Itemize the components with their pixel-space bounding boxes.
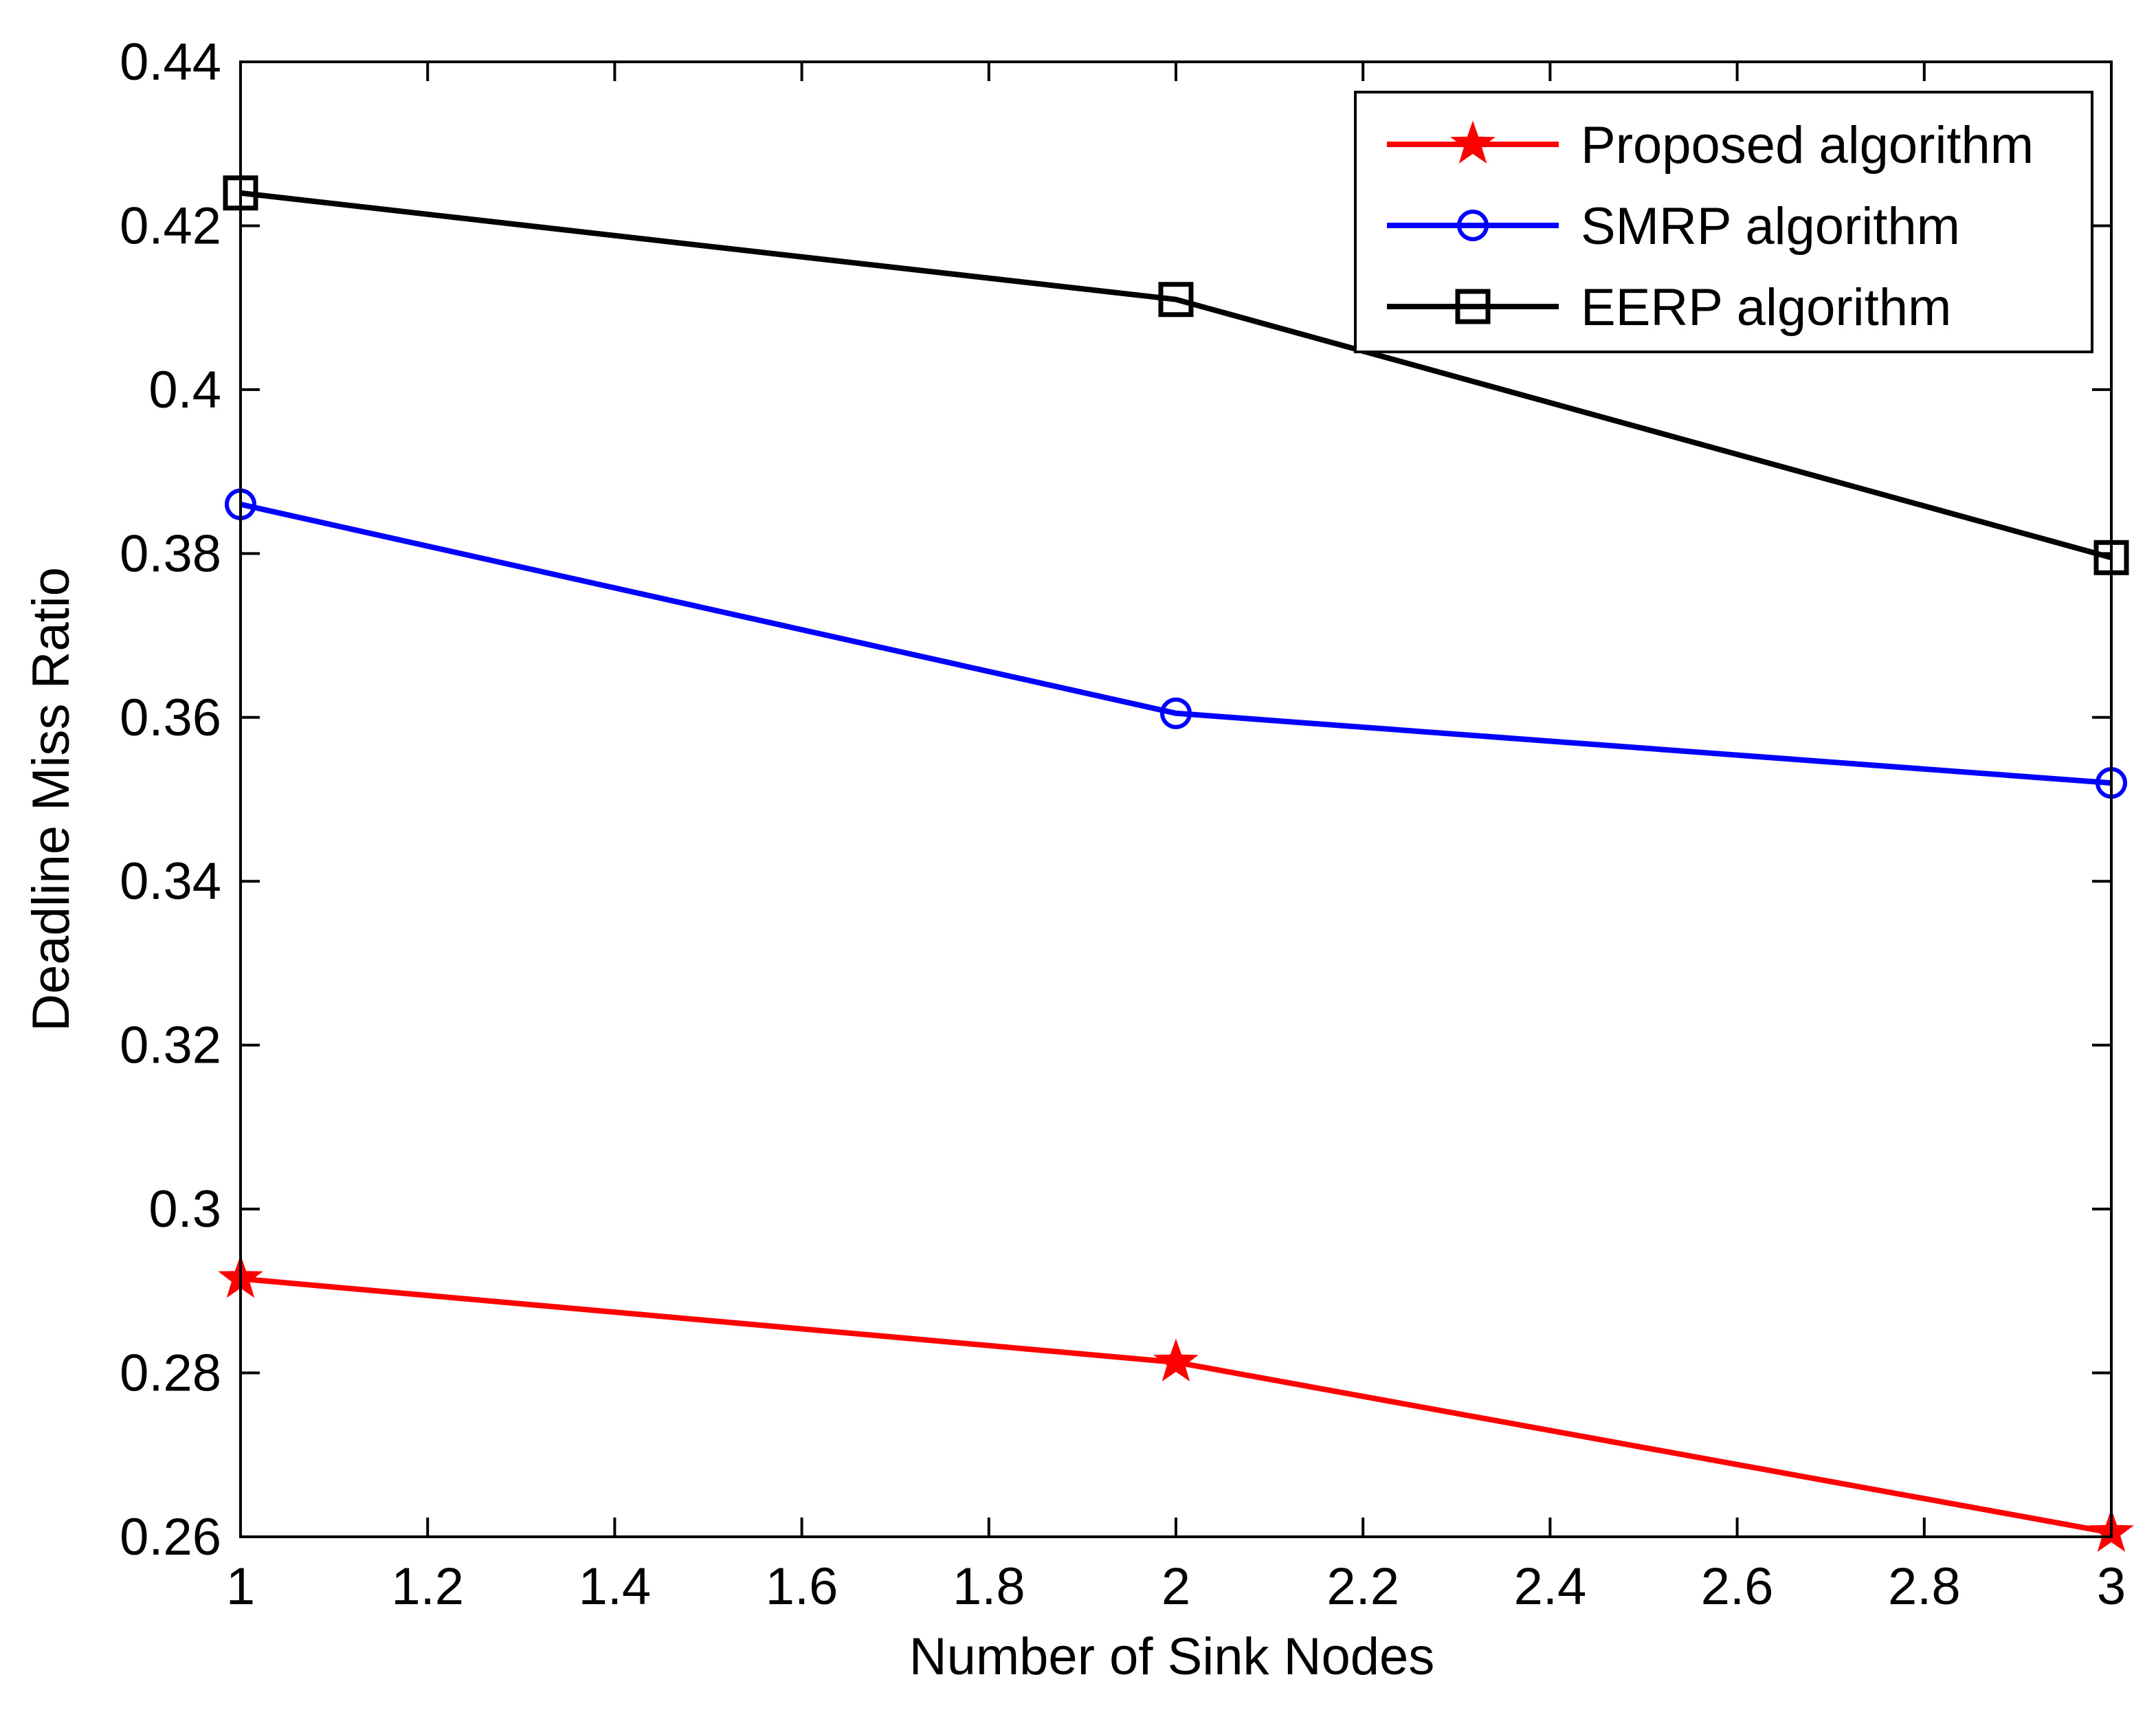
x-tick-label: 3 [2097, 1557, 2126, 1616]
legend: Proposed algorithm SMRP algorithm EERP alg… [1354, 91, 2093, 353]
x-tick-label: 1.6 [766, 1557, 838, 1616]
x-tick-label: 2.4 [1514, 1557, 1587, 1616]
legend-label: SMRP algorithm [1581, 197, 1960, 256]
y-tick-label: 0.26 [120, 1508, 221, 1566]
plot-frame [239, 60, 2113, 1538]
data-point [1160, 697, 1192, 729]
y-tick-label: 0.28 [120, 1344, 221, 1403]
legend-item: SMRP algorithm [1387, 197, 1960, 256]
x-tick-label: 2.6 [1701, 1557, 1774, 1616]
data-point [1158, 282, 1194, 318]
legend-entries: Proposed algorithm SMRP algorithm EERP alg… [1387, 116, 2034, 337]
x-tick-label: 2.8 [1888, 1557, 1961, 1616]
y-tick-label: 0.4 [148, 361, 221, 419]
y-tick-label: 0.3 [148, 1180, 221, 1239]
x-tick-labels: 1 1.2 1.4 1.6 1.8 2 2.2 2.4 2.6 2.8 3 [226, 1557, 2126, 1616]
x-tick-label: 1.4 [579, 1557, 652, 1616]
legend-marker [1455, 289, 1491, 324]
y-axis-label: Deadline Miss Ratio [22, 567, 80, 1032]
x-tick-label: 2 [1162, 1557, 1190, 1616]
y-tick-label: 0.38 [120, 524, 221, 583]
y-tick-label: 0.32 [120, 1017, 221, 1075]
y-tick-label: 0.36 [120, 689, 221, 747]
y-tick-labels: 0.26 0.28 0.3 0.32 0.34 0.36 0.38 0.4 0.42 0.44 [120, 33, 221, 1566]
legend-marker [1450, 120, 1496, 164]
legend-item: Proposed algorithm [1387, 116, 2034, 175]
legend-marker [1457, 210, 1489, 241]
y-tick-label: 0.42 [120, 197, 221, 255]
x-tick-label: 1.8 [953, 1557, 1025, 1616]
x-axis-label: Number of Sink Nodes [909, 1628, 1435, 1686]
series-line [240, 190, 2113, 561]
legend-item: EERP algorithm [1387, 278, 1951, 337]
y-tick-label: 0.34 [120, 852, 221, 911]
legend-label: Proposed algorithm [1581, 116, 2034, 175]
y-tick-label: 0.44 [120, 33, 221, 91]
legend-label: EERP algorithm [1581, 278, 1951, 337]
series-line [240, 501, 2112, 786]
x-tick-label: 1 [226, 1557, 255, 1616]
data-point [1153, 1338, 1199, 1381]
x-tick-label: 1.2 [391, 1557, 464, 1616]
x-tick-label: 2.2 [1326, 1557, 1399, 1616]
